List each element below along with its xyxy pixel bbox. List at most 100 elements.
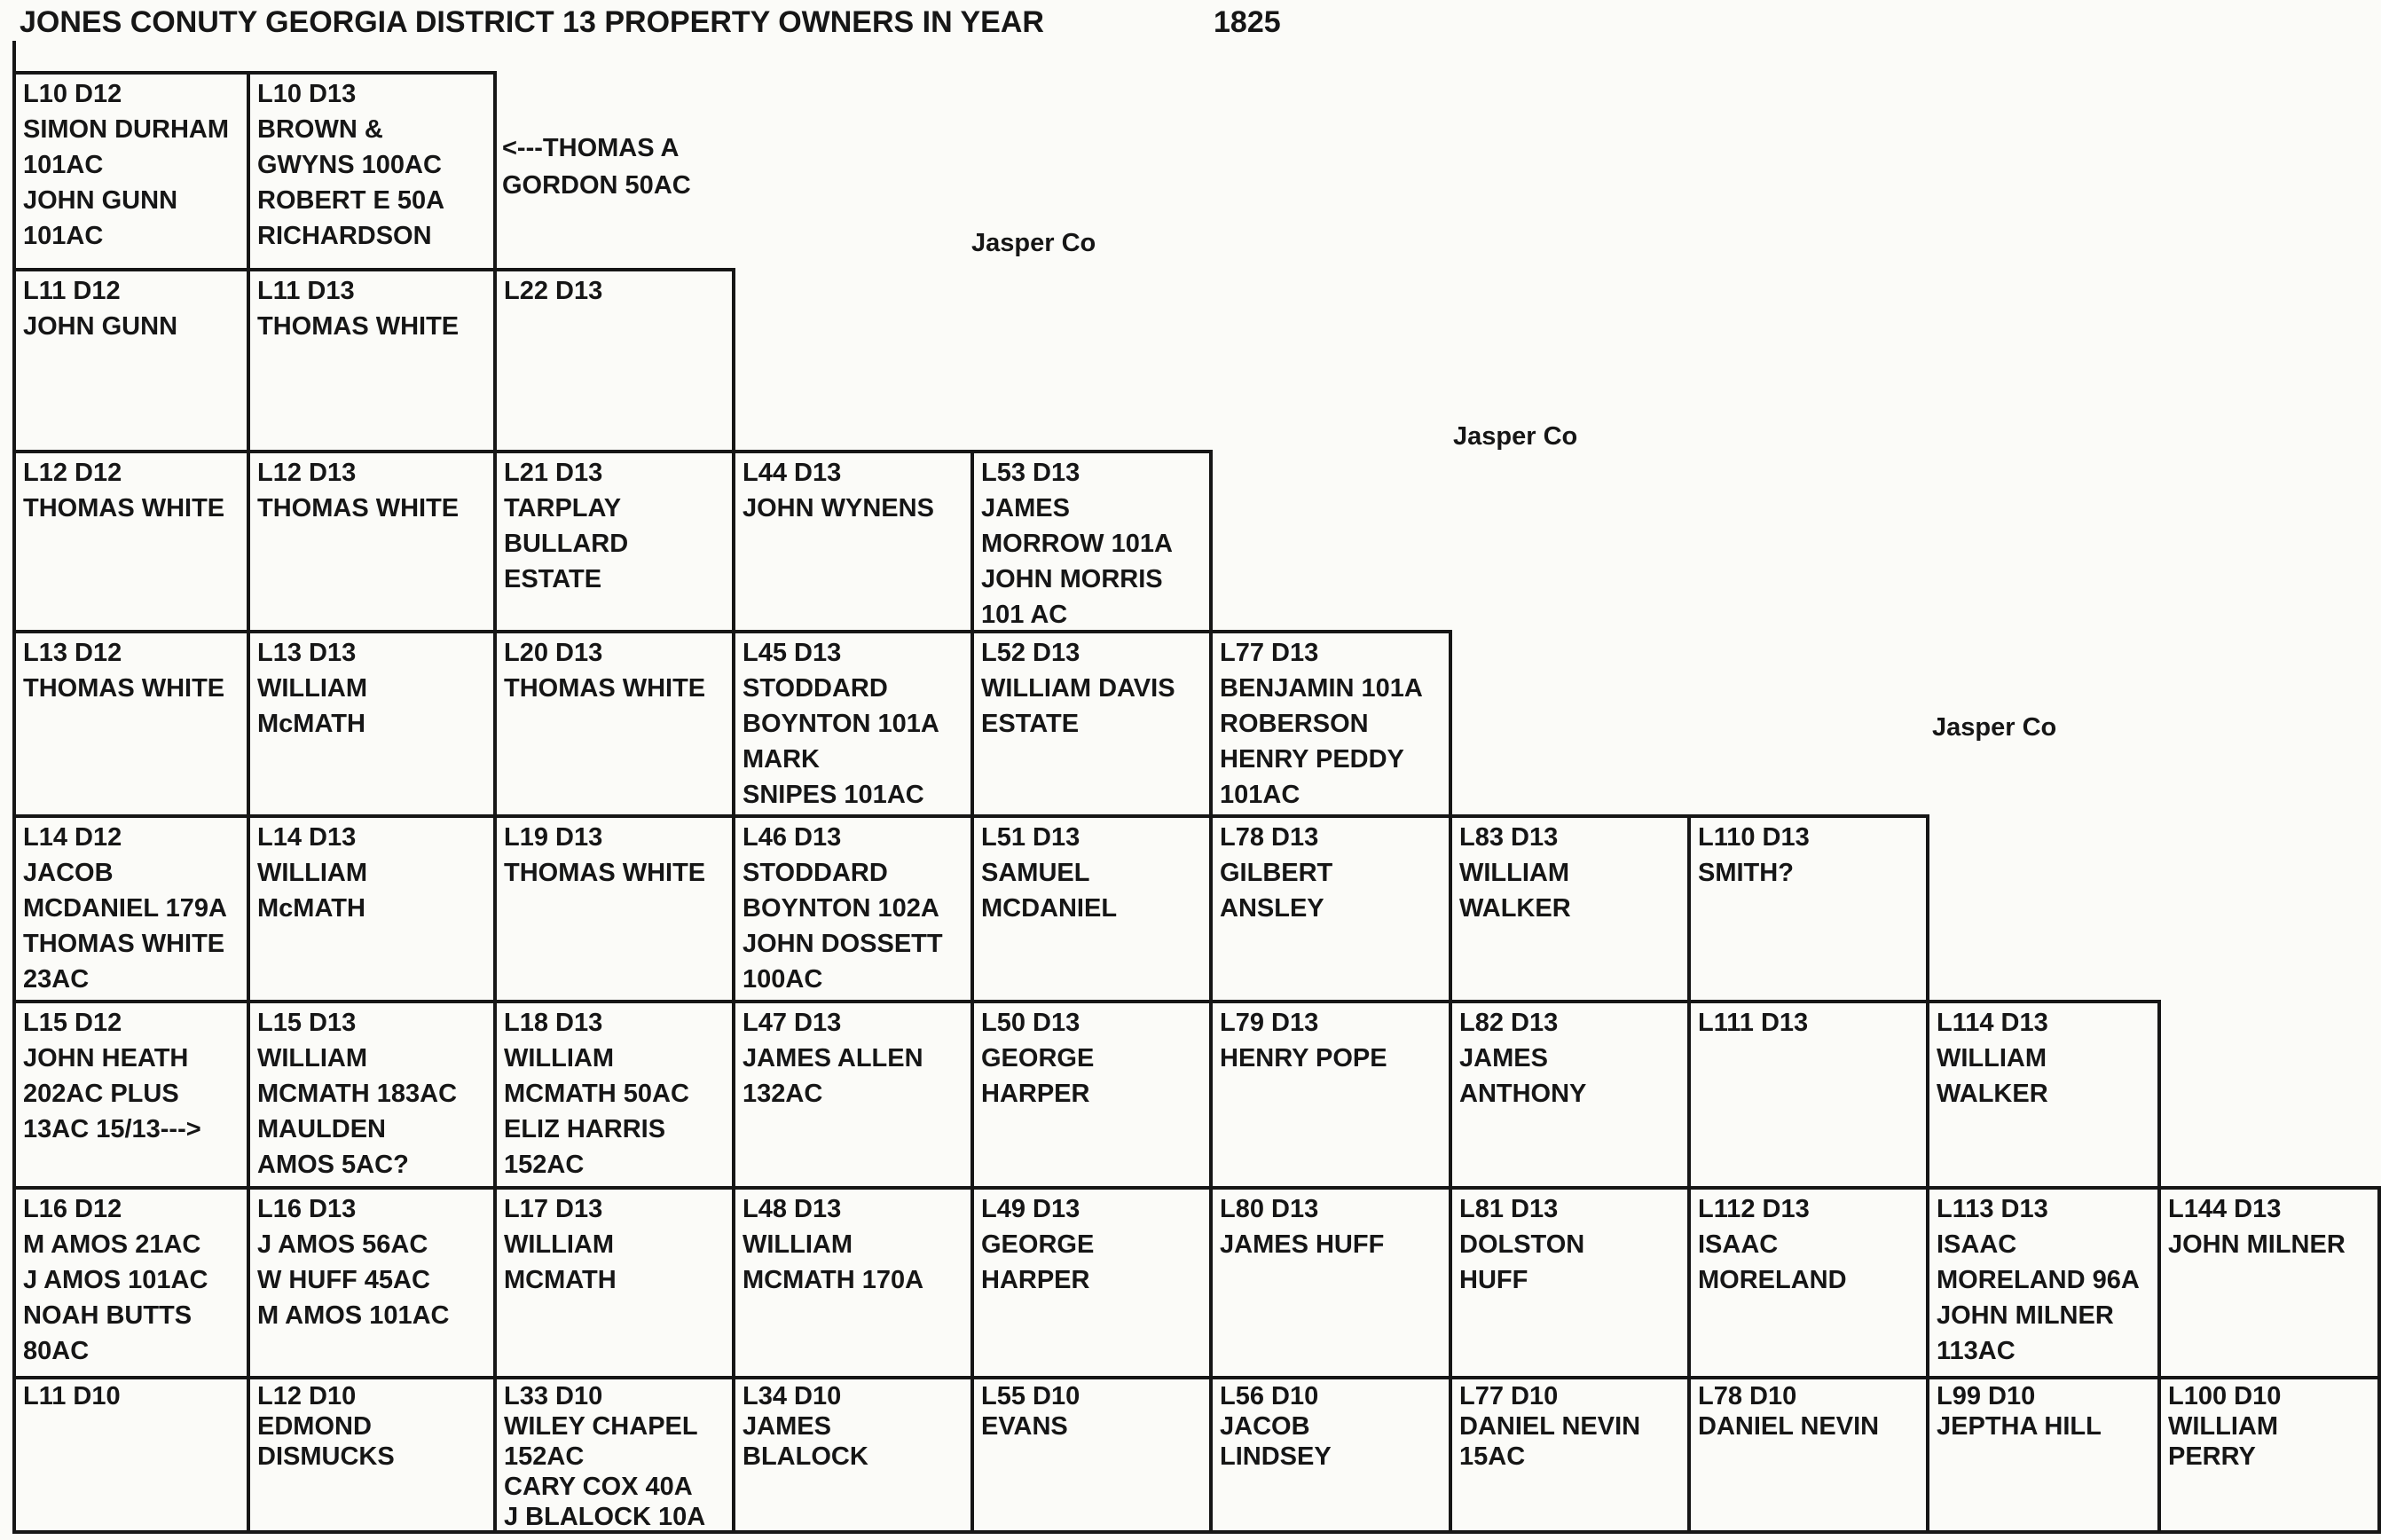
owner-line: WALKER	[1459, 894, 1571, 923]
lot-cell-l111-d13: L111 D13	[1687, 1000, 1929, 1190]
lot-cell-l12-d12: L12 D12 THOMAS WHITE	[12, 450, 250, 633]
lot-id: L114 D13	[1937, 1009, 2048, 1037]
owner-line: MAULDEN	[257, 1115, 386, 1143]
lot-id: L21 D13	[504, 459, 603, 487]
owner-line: JEPTHA HILL	[1937, 1412, 2102, 1441]
owner-line: HARPER	[981, 1266, 1090, 1294]
lot-cell-l22-d13: L22 D13	[493, 268, 735, 453]
owner-line: ROBERSON	[1220, 710, 1369, 738]
owner-line: McMATH	[257, 710, 365, 738]
owner-line: ELIZ HARRIS	[504, 1115, 666, 1143]
lot-id: L19 D13	[504, 823, 603, 852]
lot-cell-l51-d13: L51 D13 SAMUEL MCDANIEL	[970, 814, 1213, 1003]
owner-line: BROWN &	[257, 115, 383, 144]
lot-cell-l56-d10: L56 D10 JACOB LINDSEY	[1209, 1376, 1452, 1534]
lot-cell-l15-d12: L15 D12 JOHN HEATH 202AC PLUS 13AC 15/13---…	[12, 1000, 250, 1190]
owner-line: ESTATE	[504, 565, 602, 593]
lot-cell-l52-d13: L52 D13 WILLIAM DAVIS ESTATE	[970, 630, 1213, 818]
lot-id: L82 D13	[1459, 1009, 1559, 1037]
owner-line: AMOS 5AC?	[257, 1151, 409, 1179]
owner-line: 101AC	[23, 222, 104, 250]
owner-line: ESTATE	[981, 710, 1080, 738]
owner-line: MCDANIEL 179A	[23, 894, 227, 923]
owner-line: MCDANIEL	[981, 894, 1118, 923]
owner-line: 80AC	[23, 1337, 90, 1365]
owner-line: JAMES	[981, 494, 1070, 522]
lot-id: L50 D13	[981, 1009, 1080, 1037]
gordon-annotation-line1: <---THOMAS A	[502, 134, 680, 162]
owner-line: THOMAS WHITE	[23, 674, 225, 703]
lot-cell-l18-d13: L18 D13 WILLIAM MCMATH 50AC ELIZ HARRIS 152A…	[493, 1000, 735, 1190]
lot-cell-l48-d13: L48 D13 WILLIAM MCMATH 170A	[732, 1186, 974, 1379]
lot-id: L49 D13	[981, 1195, 1080, 1223]
lot-cell-l12-d13: L12 D13 THOMAS WHITE	[247, 450, 497, 633]
owner-line: 101 AC	[981, 601, 1068, 629]
lot-cell-l47-d13: L47 D13 JAMES ALLEN 132AC	[732, 1000, 974, 1190]
owner-line: WILLIAM	[504, 1230, 615, 1259]
owner-line: THOMAS WHITE	[504, 674, 706, 703]
lot-cell-l16-d12: L16 D12 M AMOS 21AC J AMOS 101AC NOAH BUTTS…	[12, 1186, 250, 1379]
owner-line: MORELAND 96A	[1937, 1266, 2140, 1294]
lot-id: L14 D13	[257, 823, 357, 852]
lot-id: L113 D13	[1937, 1195, 2048, 1223]
owner-line: 13AC 15/13--->	[23, 1115, 201, 1143]
owner-line: GILBERT	[1220, 859, 1333, 887]
owner-line: JOHN MILNER	[2168, 1230, 2346, 1259]
lot-id: L53 D13	[981, 459, 1080, 487]
owner-line: LINDSEY	[1220, 1442, 1332, 1471]
lot-cell-l81-d13: L81 D13 DOLSTON HUFF	[1449, 1186, 1691, 1379]
jasper-co-label-1: Jasper Co	[971, 229, 1096, 257]
owner-line: HENRY POPE	[1220, 1044, 1387, 1072]
lot-id: L34 D10	[743, 1382, 842, 1410]
lot-cell-l83-d13: L83 D13 WILLIAM WALKER	[1449, 814, 1691, 1003]
owner-line: ANSLEY	[1220, 894, 1324, 923]
lot-id: L12 D13	[257, 459, 357, 487]
owner-line: BOYNTON 101A	[743, 710, 939, 738]
owner-line: RICHARDSON	[257, 222, 432, 250]
lot-id: L18 D13	[504, 1009, 603, 1037]
owner-line: GEORGE	[981, 1230, 1095, 1259]
owner-line: JOHN MILNER	[1937, 1301, 2114, 1330]
owner-line: WILLIAM	[257, 1044, 368, 1072]
lot-id: L15 D13	[257, 1009, 357, 1037]
owner-line: JOHN DOSSETT	[743, 930, 943, 958]
owner-line: JOHN WYNENS	[743, 494, 934, 522]
owner-line: ISAAC	[1698, 1230, 1779, 1259]
lot-id: L99 D10	[1937, 1382, 2036, 1410]
lot-cell-l100-d10: L100 D10 WILLIAM PERRY	[2157, 1376, 2381, 1534]
lot-cell-l13-d13: L13 D13 WILLIAM McMATH	[247, 630, 497, 818]
owner-line: JOHN GUNN	[23, 312, 178, 341]
owner-line: HARPER	[981, 1080, 1090, 1108]
lot-id: L44 D13	[743, 459, 842, 487]
lot-cell-l15-d13: L15 D13 WILLIAM MCMATH 183AC MAULDEN AMOS 5A…	[247, 1000, 497, 1190]
lot-id: L144 D13	[2168, 1195, 2282, 1223]
lot-cell-l82-d13: L82 D13 JAMES ANTHONY	[1449, 1000, 1691, 1190]
owner-line: WILEY CHAPEL	[504, 1412, 698, 1441]
owner-line: ISAAC	[1937, 1230, 2017, 1259]
lot-cell-l78-d13: L78 D13 GILBERT ANSLEY	[1209, 814, 1452, 1003]
owner-line: BOYNTON 102A	[743, 894, 939, 923]
owner-line: STODDARD	[743, 674, 888, 703]
owner-line: M AMOS 101AC	[257, 1301, 450, 1330]
owner-line: 152AC	[504, 1442, 585, 1471]
owner-line: THOMAS WHITE	[23, 494, 225, 522]
lot-cell-l55-d10: L55 D10 EVANS	[970, 1376, 1213, 1534]
owner-line: MORROW 101A	[981, 530, 1173, 558]
lot-cell-l11-d10: L11 D10	[12, 1376, 250, 1534]
owner-line: McMATH	[257, 894, 365, 923]
owner-line: GEORGE	[981, 1044, 1095, 1072]
owner-line: MORELAND	[1698, 1266, 1847, 1294]
owner-line: 152AC	[504, 1151, 585, 1179]
lot-id: L111 D13	[1698, 1009, 1809, 1037]
owner-line: JAMES	[743, 1412, 831, 1441]
owner-line: JOHN HEATH	[23, 1044, 189, 1072]
lot-cell-l112-d13: L112 D13 ISAAC MORELAND	[1687, 1186, 1929, 1379]
jasper-co-label-2: Jasper Co	[1453, 422, 1578, 451]
lot-cell-l53-d13: L53 D13 JAMES MORROW 101A JOHN MORRIS 101 AC	[970, 450, 1213, 633]
lot-cell-l144-d13: L144 D13 JOHN MILNER	[2157, 1186, 2381, 1379]
lot-id: L11 D10	[23, 1382, 121, 1410]
owner-line: JOHN MORRIS	[981, 565, 1163, 593]
lot-cell-l16-d13: L16 D13 J AMOS 56AC W HUFF 45AC M AMOS 101A…	[247, 1186, 497, 1379]
lot-cell-l13-d12: L13 D12 THOMAS WHITE	[12, 630, 250, 818]
owner-line: WILLIAM	[743, 1230, 853, 1259]
